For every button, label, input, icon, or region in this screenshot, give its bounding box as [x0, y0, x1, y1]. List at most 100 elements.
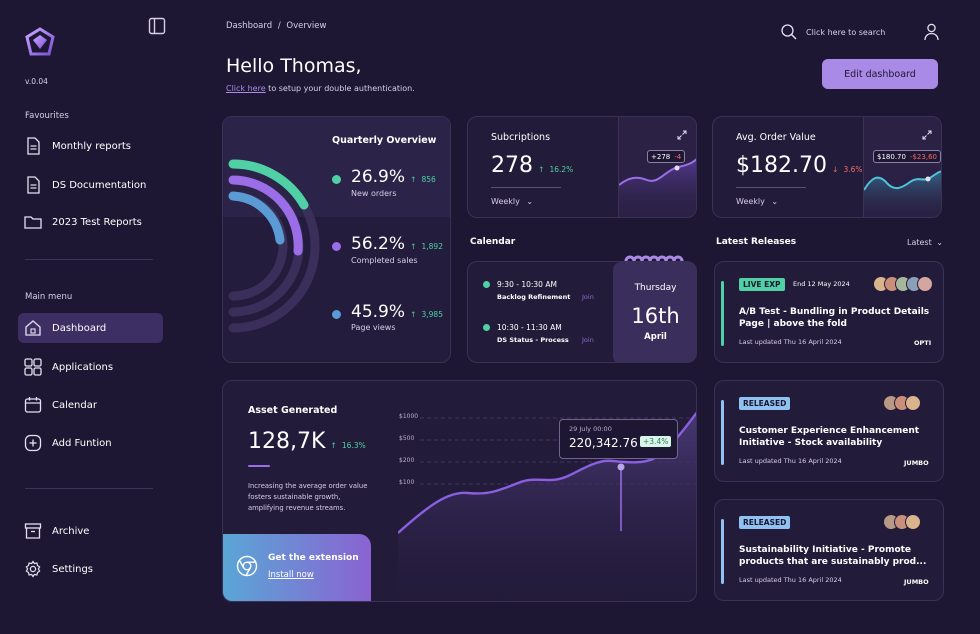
chrome-icon — [236, 555, 258, 581]
release-date: End 12 May 2024 — [793, 280, 850, 288]
avg-order-value: $182.70 — [736, 153, 827, 178]
tooltip-value: +278 — [651, 152, 671, 161]
calendar-icon — [24, 396, 42, 414]
sidebar-toggle-icon[interactable] — [148, 17, 166, 35]
sidebar-item-2023-test-reports[interactable]: 2023 Test Reports — [18, 207, 163, 237]
expand-icon[interactable] — [677, 125, 687, 144]
y-axis-tick: $200 — [399, 457, 415, 464]
sidebar-item-settings[interactable]: Settings — [18, 554, 163, 584]
breadcrumb-root[interactable]: Dashboard — [226, 21, 273, 31]
quarterly-radial-chart — [228, 159, 320, 333]
avatar — [905, 395, 921, 411]
y-axis-tick: $500 — [399, 435, 415, 442]
search-input[interactable]: Click here to search — [806, 27, 886, 37]
document-icon — [24, 176, 42, 194]
avg-order-period-select[interactable]: Weekly ⌄ — [736, 197, 778, 206]
release-badge: RELEASED — [739, 397, 791, 410]
new-orders-pct: 26.9% — [351, 167, 406, 187]
subscriptions-title: Subcriptions — [491, 132, 551, 143]
sidebar-item-archive[interactable]: Archive — [18, 516, 163, 546]
release-title: Sustainability Initiative - Promote prod… — [739, 545, 927, 567]
sidebar-item-monthly-reports[interactable]: Monthly reports — [18, 131, 163, 161]
install-now-link[interactable]: Install now — [268, 570, 314, 580]
user-profile-icon[interactable] — [923, 23, 940, 41]
sidebar-item-applications[interactable]: Applications — [18, 352, 163, 382]
sidebar-item-label: 2023 Test Reports — [52, 216, 142, 228]
releases-filter-select[interactable]: Latest ⌄ — [907, 238, 943, 247]
tooltip-delta: -$23,60 — [909, 152, 937, 161]
breadcrumb-current: Overview — [286, 21, 327, 31]
release-title: Customer Experience Enhancement Initiati… — [739, 426, 920, 448]
search-bar[interactable]: Click here to search — [780, 23, 900, 41]
subscriptions-period-select[interactable]: Weekly ⌄ — [491, 197, 533, 206]
app-logo[interactable] — [25, 27, 55, 57]
legend-dot-green — [332, 175, 341, 184]
release-updated: Last updated Thu 16 April 2024 — [739, 338, 842, 346]
main-menu-heading: Main menu — [25, 292, 73, 302]
subscriptions-value: 278 — [491, 153, 533, 178]
release-updated: Last updated Thu 16 April 2024 — [739, 457, 842, 465]
filter-label: Latest — [907, 238, 932, 247]
chevron-down-icon: ⌄ — [936, 238, 943, 247]
quarterly-overview-card: Quarterly Overview 26.9% ↑ 856 New order… — [222, 116, 451, 363]
release-brand: JUMBO — [904, 459, 929, 467]
subscriptions-chart-panel: +278 -4 — [618, 117, 696, 217]
release-status-bar — [721, 400, 724, 465]
subscriptions-card: Subcriptions 278 ↑ 16.2% Weekly ⌄ +278 -… — [467, 116, 697, 218]
tooltip-delta-badge: +3.4% — [640, 436, 672, 447]
sidebar-item-label: Archive — [52, 525, 90, 537]
completed-sales-change: 1,892 — [421, 242, 443, 251]
asset-title: Asset Generated — [248, 405, 338, 416]
new-orders-label: New orders — [351, 189, 397, 198]
release-updated: Last updated Thu 16 April 2024 — [739, 576, 842, 584]
trend-up-icon: ↑ — [410, 175, 417, 184]
event-time: 10:30 - 11:30 AM — [497, 323, 562, 332]
avg-order-title: Avg. Order Value — [736, 132, 816, 143]
event-time: 9:30 - 10:30 AM — [497, 280, 557, 289]
chevron-down-icon: ⌄ — [771, 197, 779, 206]
avg-order-chart-panel: $180.70 -$23,60 — [863, 117, 941, 217]
y-axis-tick: $1000 — [399, 413, 419, 420]
day-name: Thursday — [634, 283, 677, 293]
period-label: Weekly — [491, 197, 520, 206]
edit-dashboard-button[interactable]: Edit dashboard — [822, 59, 938, 89]
release-status-bar — [721, 519, 724, 584]
new-orders-change: 856 — [421, 175, 436, 184]
calendar-binder-rings — [624, 255, 684, 262]
sidebar-item-label: Applications — [52, 361, 114, 373]
tooltip-date: 29 July 00:00 — [569, 425, 612, 433]
y-axis-tick: $100 — [399, 479, 415, 486]
legend-dot-purple — [332, 242, 341, 251]
expand-icon[interactable] — [922, 125, 932, 144]
release-card[interactable]: RELEASED Sustainability Initiative - Pro… — [714, 499, 944, 601]
avatar — [905, 514, 921, 530]
extension-title: Get the extension — [268, 553, 359, 563]
page-views-pct: 45.9% — [351, 302, 406, 322]
avg-order-tooltip: $180.70 -$23,60 — [873, 150, 941, 163]
avatar — [917, 276, 933, 292]
event-name: Backlog Refinement — [497, 293, 571, 301]
folder-icon — [24, 213, 42, 231]
event-join-link[interactable]: Join — [582, 293, 594, 301]
sidebar-item-ds-documentation[interactable]: DS Documentation — [18, 170, 163, 200]
subscriptions-sparkline — [619, 158, 696, 217]
sidebar-item-label: Dashboard — [52, 322, 107, 334]
asset-change: 16.3% — [341, 441, 366, 450]
auth-text: to setup your double authentication. — [265, 84, 415, 93]
calendar-card: 9:30 - 10:30 AM Backlog Refinement Join … — [467, 261, 697, 363]
trend-up-icon: ↑ — [330, 441, 337, 450]
get-extension-banner[interactable]: Get the extension Install now — [223, 534, 371, 601]
auth-link[interactable]: Click here — [226, 84, 266, 93]
event-join-link[interactable]: Join — [582, 336, 594, 344]
legend-dot-blue — [332, 310, 341, 319]
release-card[interactable]: RELEASED Customer Experience Enhancement… — [714, 380, 944, 482]
calendar-day-panel[interactable]: Thursday 16th April — [613, 262, 696, 362]
sidebar-item-dashboard[interactable]: Dashboard — [18, 313, 163, 343]
sidebar-item-add-funtion[interactable]: Add Funtion — [18, 428, 163, 458]
auth-notice: Click here to setup your double authenti… — [226, 84, 415, 93]
release-status-bar — [721, 281, 724, 346]
sidebar-item-label: DS Documentation — [52, 179, 147, 191]
sidebar-item-calendar[interactable]: Calendar — [18, 390, 163, 420]
release-card[interactable]: LIVE EXP End 12 May 2024 A/B Test - Bund… — [714, 261, 944, 363]
